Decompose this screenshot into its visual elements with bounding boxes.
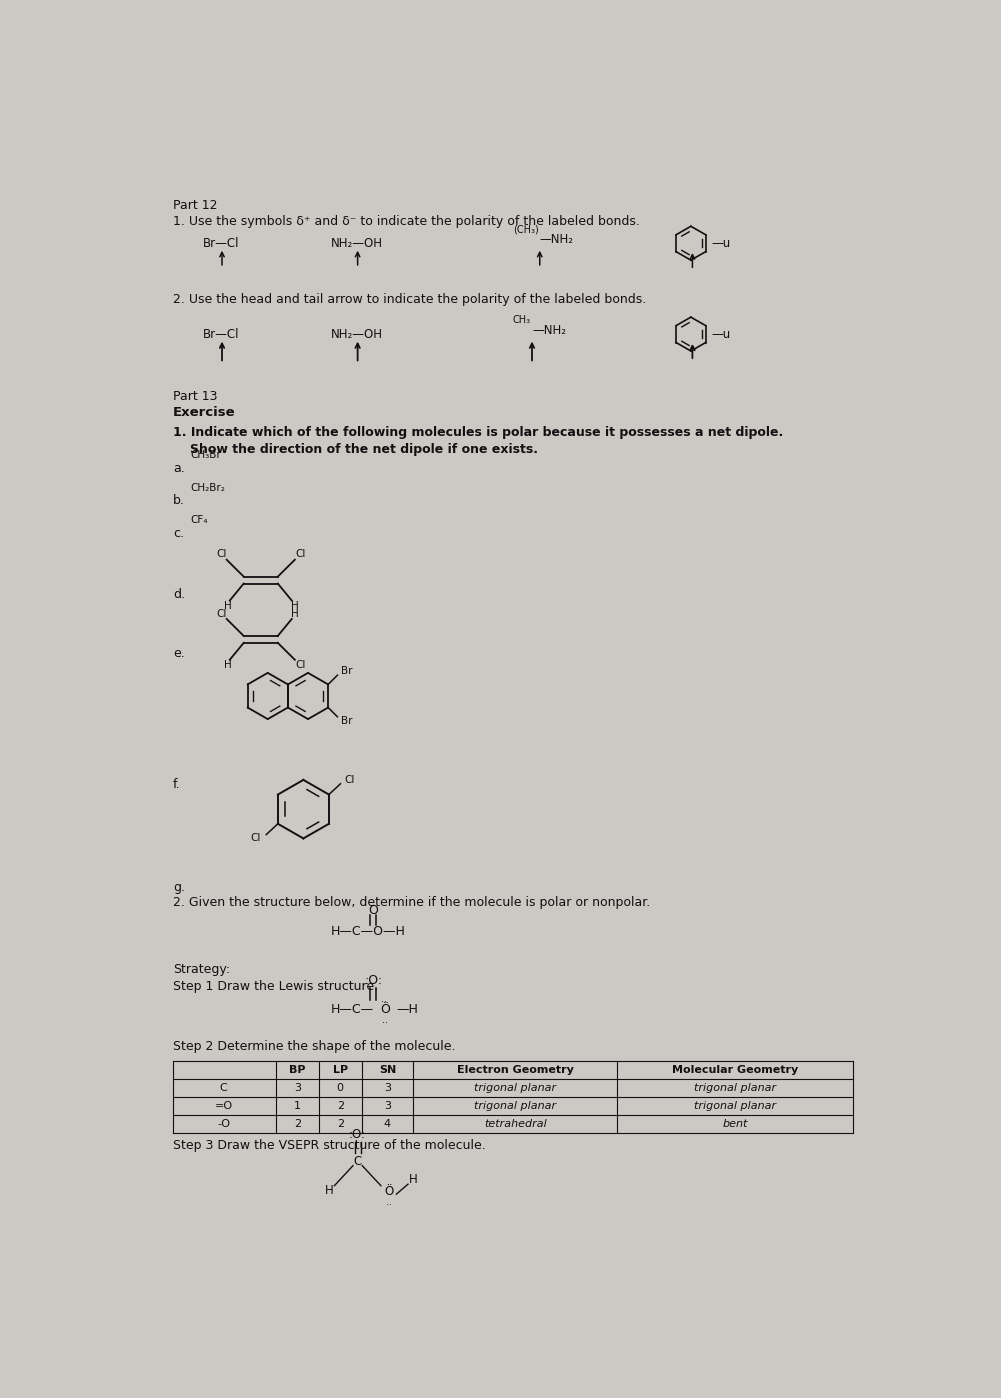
- Text: CH₃: CH₃: [513, 315, 531, 326]
- Text: CH₃Br: CH₃Br: [190, 450, 221, 460]
- Text: —NH₂: —NH₂: [540, 233, 574, 246]
- Text: Show the direction of the net dipole if one exists.: Show the direction of the net dipole if …: [190, 443, 539, 456]
- Text: —u: —u: [712, 327, 731, 341]
- Text: Ö: Ö: [384, 1186, 393, 1198]
- Text: c.: c.: [173, 527, 184, 540]
- Text: 1. Indicate which of the following molecules is polar because it possesses a net: 1. Indicate which of the following molec…: [173, 426, 784, 439]
- Text: C: C: [219, 1083, 227, 1093]
- Text: —u: —u: [712, 236, 731, 250]
- Text: Molecular Geometry: Molecular Geometry: [672, 1065, 798, 1075]
- Text: Cl: Cl: [295, 549, 305, 559]
- Text: 0: 0: [336, 1083, 343, 1093]
- Text: Cl: Cl: [344, 774, 354, 784]
- Text: CH₂Br₂: CH₂Br₂: [190, 482, 225, 492]
- Text: d.: d.: [173, 589, 185, 601]
- Text: NH₂—OH: NH₂—OH: [330, 327, 382, 341]
- Text: Br—Cl: Br—Cl: [202, 327, 239, 341]
- Text: Exercise: Exercise: [173, 407, 236, 419]
- Text: 4: 4: [384, 1120, 391, 1130]
- Text: Step 2 Determine the shape of the molecule.: Step 2 Determine the shape of the molecu…: [173, 1040, 455, 1053]
- Text: H: H: [291, 608, 298, 618]
- Text: Step 3 Draw the VSEPR structure of the molecule.: Step 3 Draw the VSEPR structure of the m…: [173, 1139, 485, 1152]
- Text: (CH₃): (CH₃): [513, 224, 539, 235]
- Text: H—C—O—H: H—C—O—H: [330, 925, 405, 938]
- Text: bent: bent: [723, 1120, 748, 1130]
- Text: g.: g.: [173, 881, 185, 893]
- Text: 3: 3: [294, 1083, 301, 1093]
- Text: :O:: :O:: [349, 1128, 366, 1141]
- Text: trigonal planar: trigonal planar: [474, 1102, 557, 1111]
- Text: Part 13: Part 13: [173, 390, 217, 403]
- Text: O: O: [368, 903, 378, 917]
- Text: Strategy:: Strategy:: [173, 963, 230, 976]
- Text: -O: -O: [217, 1120, 230, 1130]
- Text: H: H: [224, 660, 232, 670]
- Text: ..: ..: [385, 1198, 391, 1206]
- Text: H: H: [409, 1173, 417, 1186]
- Text: trigonal planar: trigonal planar: [694, 1083, 776, 1093]
- Text: Part 12: Part 12: [173, 199, 217, 211]
- Text: CF₄: CF₄: [190, 514, 208, 526]
- Text: Cl: Cl: [216, 608, 226, 618]
- Text: ..: ..: [381, 994, 387, 1004]
- Text: b.: b.: [173, 495, 185, 507]
- Text: 3: 3: [384, 1102, 391, 1111]
- Text: LP: LP: [332, 1065, 347, 1075]
- Text: 2: 2: [294, 1120, 301, 1130]
- Text: 1: 1: [294, 1102, 301, 1111]
- Text: trigonal planar: trigonal planar: [694, 1102, 776, 1111]
- Text: 3: 3: [384, 1083, 391, 1093]
- Text: H: H: [325, 1184, 334, 1197]
- Text: 2: 2: [336, 1120, 343, 1130]
- Text: Electron Geometry: Electron Geometry: [456, 1065, 574, 1075]
- Text: 2. Use the head and tail arrow to indicate the polarity of the labeled bonds.: 2. Use the head and tail arrow to indica…: [173, 294, 647, 306]
- Text: tetrahedral: tetrahedral: [483, 1120, 547, 1130]
- Text: —NH₂: —NH₂: [532, 324, 566, 337]
- Text: NH₂—OH: NH₂—OH: [330, 236, 382, 250]
- Text: e.: e.: [173, 647, 185, 660]
- Text: a.: a.: [173, 461, 185, 475]
- Text: Step 1 Draw the Lewis structure.: Step 1 Draw the Lewis structure.: [173, 980, 378, 993]
- Text: f.: f.: [173, 779, 181, 791]
- Text: trigonal planar: trigonal planar: [474, 1083, 557, 1093]
- Text: 2: 2: [336, 1102, 343, 1111]
- Text: H: H: [291, 601, 298, 611]
- Text: BP: BP: [289, 1065, 306, 1075]
- Text: Br: Br: [341, 667, 352, 677]
- Text: SN: SN: [378, 1065, 396, 1075]
- Text: —H: —H: [396, 1002, 418, 1016]
- Text: H: H: [224, 601, 232, 611]
- Text: Cl: Cl: [296, 660, 306, 670]
- Text: C: C: [353, 1155, 361, 1167]
- Text: H—C—: H—C—: [330, 1002, 373, 1016]
- Text: Cl: Cl: [250, 833, 261, 843]
- Text: 2. Given the structure below, determine if the molecule is polar or nonpolar.: 2. Given the structure below, determine …: [173, 896, 651, 909]
- Text: Br—Cl: Br—Cl: [202, 236, 239, 250]
- Text: Ö: Ö: [379, 1002, 389, 1016]
- Text: =O: =O: [214, 1102, 232, 1111]
- Text: ..: ..: [381, 1015, 387, 1025]
- Text: 1. Use the symbols δ⁺ and δ⁻ to indicate the polarity of the labeled bonds.: 1. Use the symbols δ⁺ and δ⁻ to indicate…: [173, 215, 640, 228]
- Text: Br: Br: [341, 716, 352, 726]
- Text: :O:: :O:: [364, 973, 382, 987]
- Text: Cl: Cl: [216, 549, 226, 559]
